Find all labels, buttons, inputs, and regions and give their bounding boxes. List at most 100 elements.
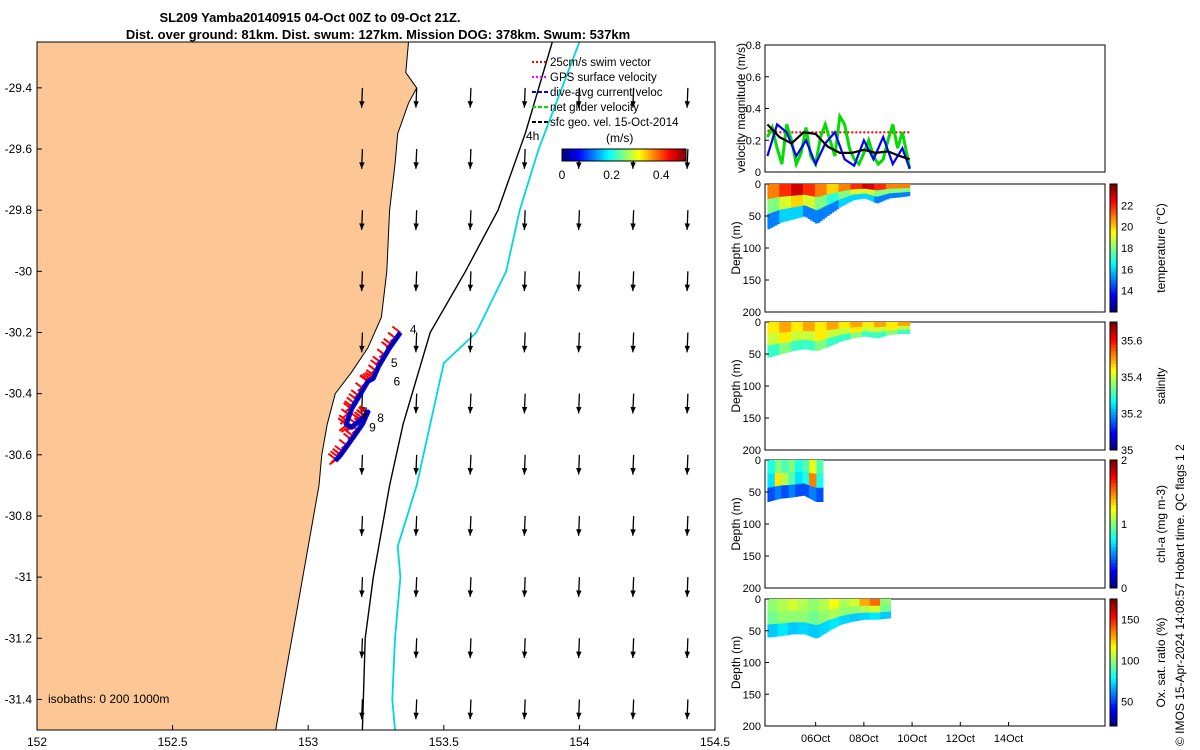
section-colorbar-cell bbox=[1110, 292, 1117, 297]
section-cell bbox=[798, 610, 801, 623]
section-cell bbox=[824, 322, 828, 331]
geo-velocity-arrowhead bbox=[413, 712, 419, 720]
legend-label: sfc geo. vel. 15-Oct-2014 bbox=[550, 117, 679, 129]
section-cell bbox=[824, 599, 828, 611]
section-cell bbox=[798, 184, 802, 196]
section-cell bbox=[845, 322, 849, 329]
section-cell bbox=[769, 333, 773, 346]
section-cell bbox=[790, 460, 793, 473]
section-cell bbox=[781, 196, 785, 210]
section-cell bbox=[864, 326, 868, 332]
section-cell bbox=[787, 485, 790, 498]
section-cell bbox=[775, 599, 779, 612]
section-cell bbox=[848, 196, 852, 203]
speed-colorbar-cell bbox=[568, 149, 571, 161]
section-cell bbox=[772, 333, 776, 346]
section-cell bbox=[800, 331, 804, 341]
section-colorbar-cell bbox=[1110, 289, 1117, 294]
section-cell bbox=[826, 184, 830, 195]
section-colorbar-cell bbox=[1110, 264, 1117, 268]
section-cell bbox=[799, 471, 802, 485]
section-cell bbox=[867, 605, 871, 613]
section-cell bbox=[881, 331, 885, 337]
section-colorbar-cell bbox=[1110, 325, 1117, 329]
section-colorbar-cell bbox=[1110, 193, 1117, 198]
section-cell bbox=[852, 194, 856, 201]
section-cell bbox=[817, 322, 821, 332]
section-cell bbox=[769, 345, 773, 357]
section-cell bbox=[883, 189, 887, 196]
section-cell bbox=[774, 211, 778, 226]
speed-colorbar-cell bbox=[602, 149, 605, 161]
section-cell bbox=[871, 332, 875, 338]
section-cell bbox=[771, 460, 773, 474]
section-cell bbox=[783, 599, 787, 612]
section-cell bbox=[808, 599, 812, 612]
map-y-tick-label: -30.2 bbox=[5, 325, 33, 339]
section-cell bbox=[787, 599, 791, 612]
section-colorbar-cell bbox=[1110, 646, 1117, 651]
section-cell bbox=[840, 328, 844, 335]
section-cell bbox=[780, 472, 782, 486]
section-cell bbox=[830, 619, 834, 630]
section-cell bbox=[847, 606, 850, 615]
section-colorbar-cell bbox=[1110, 649, 1117, 654]
section-colorbar-cell bbox=[1110, 498, 1117, 503]
section-cell bbox=[780, 460, 782, 474]
geo-velocity-arrowhead bbox=[467, 590, 474, 597]
velocity-y-label: velocity magnitude (m/s) bbox=[734, 43, 748, 173]
legend-label: net glider velocity bbox=[550, 102, 639, 114]
section-cell bbox=[893, 184, 897, 189]
section-cell bbox=[808, 485, 810, 498]
speed-colorbar-cell bbox=[638, 149, 641, 161]
section-cell bbox=[805, 460, 807, 473]
section-oxygen-section: 0 50 100 150 200 Depth (m) 50 100 150 Ox. sat. ra… bbox=[729, 594, 1168, 733]
section-cell bbox=[802, 184, 806, 196]
section-cell bbox=[788, 331, 792, 343]
section-cell bbox=[811, 486, 814, 500]
section-colorbar-cell bbox=[1110, 472, 1117, 477]
speed-colorbar-cell bbox=[616, 149, 619, 161]
section-cell bbox=[784, 472, 786, 486]
section-cell bbox=[802, 599, 805, 612]
section-cell bbox=[800, 322, 804, 332]
section-colorbar-cell bbox=[1110, 687, 1117, 692]
section-colorbar-cell bbox=[1110, 209, 1117, 214]
section-cell bbox=[881, 184, 885, 191]
section-colorbar-cell bbox=[1110, 479, 1117, 483]
section-cell bbox=[800, 483, 803, 497]
section-cell bbox=[839, 607, 842, 617]
section-cell bbox=[836, 328, 840, 337]
section-colorbar-cell bbox=[1110, 549, 1117, 554]
geo-velocity-arrowhead bbox=[413, 529, 419, 536]
section-cell bbox=[833, 322, 837, 330]
section-cell bbox=[838, 199, 842, 208]
section-cell bbox=[796, 460, 799, 473]
geo-velocity-arrowhead bbox=[359, 162, 365, 169]
section-colorbar-cell bbox=[1110, 524, 1117, 528]
section-cell bbox=[788, 184, 792, 197]
section-cell bbox=[795, 484, 797, 497]
section-cell bbox=[882, 612, 885, 620]
velocity-y-tick-label: 0.6 bbox=[746, 72, 761, 84]
section-y-tick-label: 50 bbox=[749, 349, 761, 361]
section-cell bbox=[818, 473, 820, 489]
section-cell bbox=[776, 197, 780, 211]
section-cell bbox=[876, 332, 880, 339]
section-cell bbox=[803, 483, 805, 496]
section-cell bbox=[864, 188, 868, 195]
section-colorbar-cell bbox=[1110, 331, 1117, 336]
geo-velocity-arrowhead bbox=[576, 162, 582, 169]
section-cell bbox=[874, 322, 878, 328]
section-cell bbox=[838, 335, 842, 343]
geo-velocity-arrowhead bbox=[684, 468, 691, 475]
section-cell bbox=[779, 485, 781, 499]
section-colorbar-cell bbox=[1110, 559, 1117, 563]
section-cell bbox=[785, 599, 789, 612]
section-colorbar-cell bbox=[1110, 476, 1117, 480]
section-colorbar-cell bbox=[1110, 575, 1117, 579]
section-cell bbox=[794, 484, 796, 498]
geo-velocity-arrowhead bbox=[467, 529, 474, 536]
geo-velocity-arrowhead bbox=[684, 651, 691, 659]
